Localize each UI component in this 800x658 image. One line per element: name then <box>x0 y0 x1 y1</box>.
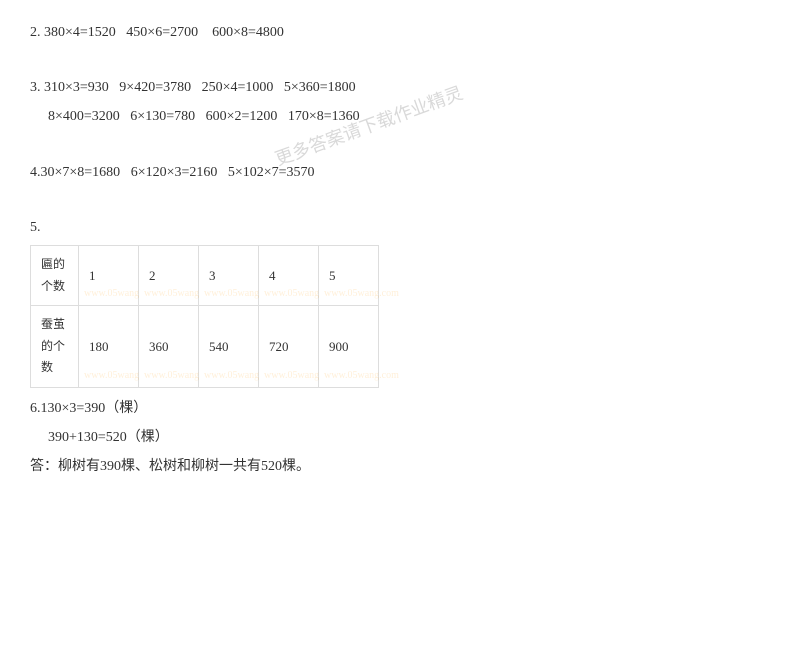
section-4-eq2: 6×120×3=2160 <box>131 165 218 180</box>
row1-header: 匾的个数 <box>31 245 79 305</box>
section-2-eq3: 600×8=4800 <box>212 25 284 40</box>
section-2: 2. 380×4=1520 450×6=2700 600×8=4800 <box>30 20 770 45</box>
row1-cell-3: 3www.05wang.com <box>199 245 259 305</box>
section-3-eq7: 600×2=1200 <box>206 109 278 124</box>
row2-cell-5: 900www.05wang.com <box>319 306 379 388</box>
section-6-answer: 答：柳树有390棵、松树和柳树一共有520棵。 <box>30 454 770 479</box>
row2-cell-4: 720www.05wang.com <box>259 306 319 388</box>
section-6-line1: 6.130×3=390（棵） <box>30 396 770 421</box>
row2-cell-2: 360www.05wang.com <box>139 306 199 388</box>
section-3: 3. 310×3=930 9×420=3780 250×4=1000 5×360… <box>30 75 770 129</box>
cell-watermark: www.05wang.com <box>324 285 399 303</box>
section-6: 6.130×3=390（棵） 390+130=520（棵） 答：柳树有390棵、… <box>30 396 770 480</box>
section-3-eq3: 250×4=1000 <box>202 80 274 95</box>
section-2-eq2: 450×6=2700 <box>126 25 198 40</box>
section-3-eq1: 310×3=930 <box>44 80 109 95</box>
section-6-label: 6. <box>30 401 41 416</box>
row1-cell-4: 4www.05wang.com <box>259 245 319 305</box>
table-row: 匾的个数 1www.05wang.com 2www.05wang.com 3ww… <box>31 245 379 305</box>
data-table: 匾的个数 1www.05wang.com 2www.05wang.com 3ww… <box>30 245 379 388</box>
section-3-eq2: 9×420=3780 <box>119 80 191 95</box>
row2-cell-1: 180www.05wang.com <box>79 306 139 388</box>
row1-cell-1: 1www.05wang.com <box>79 245 139 305</box>
section-4-eq1: 30×7×8=1680 <box>41 165 121 180</box>
section-2-eq1: 380×4=1520 <box>44 25 116 40</box>
section-3-line1: 3. 310×3=930 9×420=3780 250×4=1000 5×360… <box>30 75 770 100</box>
section-2-label: 2. <box>30 25 41 40</box>
table-row: 蚕茧的个数 180www.05wang.com 360www.05wang.co… <box>31 306 379 388</box>
row1-cell-2: 2www.05wang.com <box>139 245 199 305</box>
section-3-line2: 8×400=3200 6×130=780 600×2=1200 170×8=13… <box>30 104 770 129</box>
section-4-line: 4.30×7×8=1680 6×120×3=2160 5×102×7=3570 <box>30 160 770 185</box>
section-4-eq3: 5×102×7=3570 <box>228 165 315 180</box>
section-6-calc1: 130×3=390（棵） <box>41 401 148 416</box>
section-2-line: 2. 380×4=1520 450×6=2700 600×8=4800 <box>30 20 770 45</box>
row2-header: 蚕茧的个数 <box>31 306 79 388</box>
section-5: 5. 匾的个数 1www.05wang.com 2www.05wang.com … <box>30 215 770 388</box>
row1-cell-5: 5www.05wang.com <box>319 245 379 305</box>
section-4: 4.30×7×8=1680 6×120×3=2160 5×102×7=3570 <box>30 160 770 185</box>
section-4-label: 4. <box>30 165 41 180</box>
section-5-label: 5. <box>30 215 770 240</box>
section-3-eq8: 170×8=1360 <box>288 109 360 124</box>
row2-cell-3: 540www.05wang.com <box>199 306 259 388</box>
section-3-eq6: 6×130=780 <box>130 109 195 124</box>
section-3-eq4: 5×360=1800 <box>284 80 356 95</box>
cell-watermark: www.05wang.com <box>324 367 399 385</box>
section-3-label: 3. <box>30 80 41 95</box>
section-3-eq5: 8×400=3200 <box>48 109 120 124</box>
section-6-line2: 390+130=520（棵） <box>30 425 770 450</box>
